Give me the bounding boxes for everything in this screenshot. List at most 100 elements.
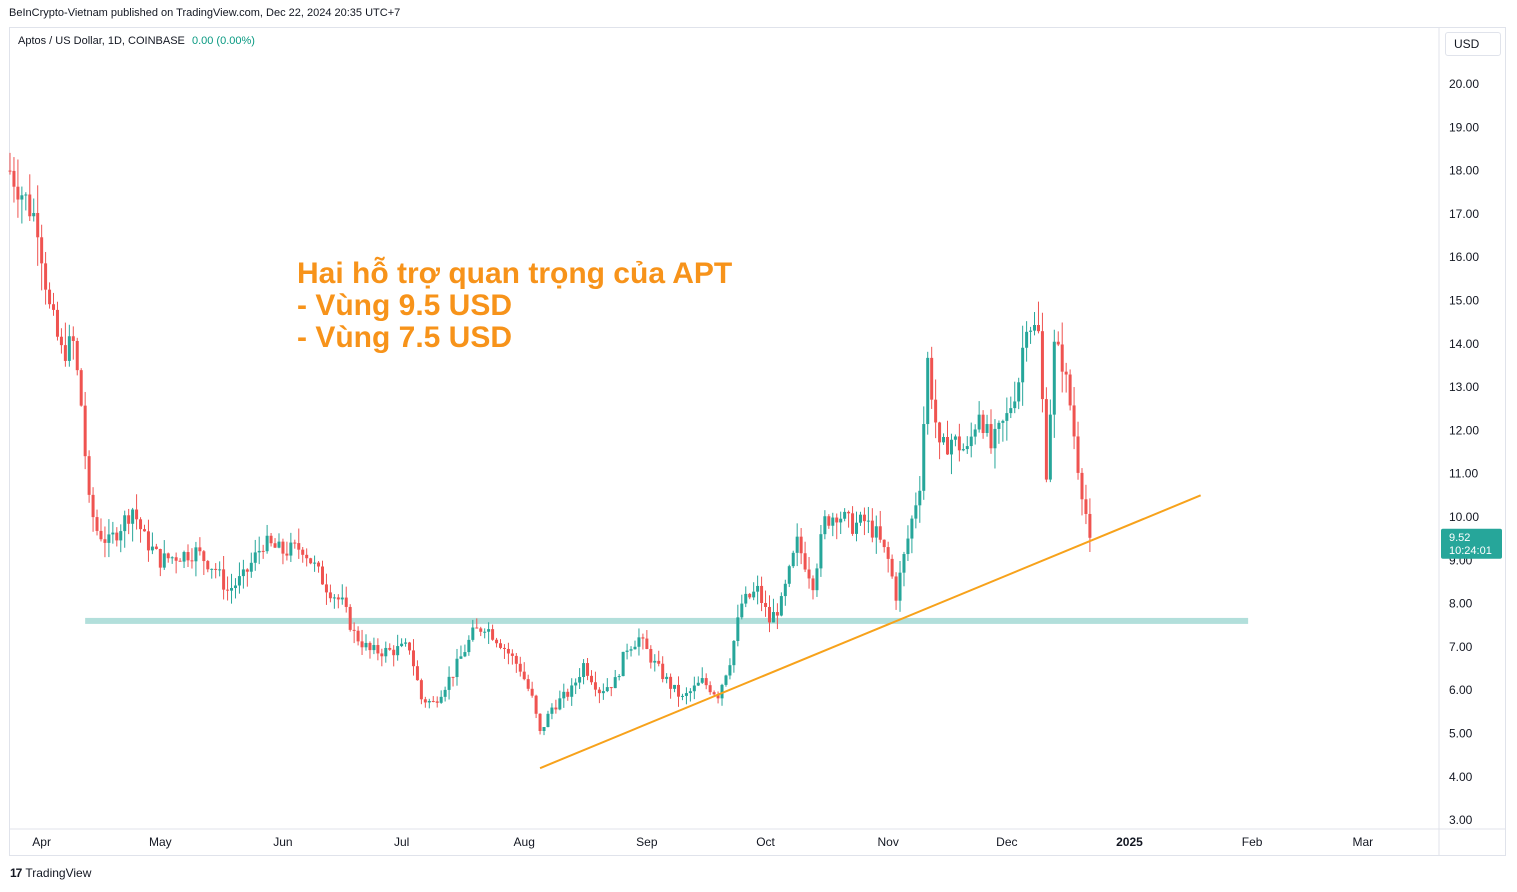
currency-button[interactable]: USD bbox=[1445, 32, 1501, 56]
candle bbox=[95, 509, 99, 536]
candle bbox=[261, 544, 265, 559]
candle bbox=[764, 590, 768, 617]
candle bbox=[965, 436, 969, 454]
x-tick-label: Jun bbox=[273, 835, 292, 849]
x-tick-label: Sep bbox=[636, 835, 658, 849]
candle bbox=[558, 690, 562, 711]
candle bbox=[688, 688, 692, 702]
candle bbox=[245, 568, 249, 587]
candle bbox=[942, 433, 946, 445]
candle bbox=[957, 423, 961, 462]
candle bbox=[281, 538, 285, 565]
candle bbox=[613, 669, 617, 689]
candle bbox=[783, 579, 787, 606]
candle bbox=[198, 537, 202, 556]
candle bbox=[977, 401, 981, 433]
candle bbox=[202, 550, 206, 576]
candle bbox=[1044, 387, 1048, 483]
y-tick-label: 19.00 bbox=[1449, 120, 1479, 134]
symbol-title: Aptos / US Dollar, 1D, COINBASE bbox=[18, 35, 185, 47]
support-trendline[interactable] bbox=[539, 494, 1202, 770]
support-zone bbox=[85, 617, 1249, 624]
candle bbox=[629, 646, 633, 657]
candle bbox=[815, 563, 819, 597]
candle bbox=[1088, 498, 1092, 552]
y-tick-label: 8.00 bbox=[1449, 597, 1473, 611]
candle bbox=[922, 406, 926, 500]
candle bbox=[115, 527, 119, 547]
candle bbox=[293, 539, 297, 549]
candle bbox=[52, 292, 56, 316]
candle bbox=[728, 658, 732, 680]
candle bbox=[771, 598, 775, 623]
candle bbox=[142, 524, 146, 532]
candle bbox=[712, 690, 716, 696]
candle bbox=[1009, 396, 1013, 419]
candle bbox=[605, 678, 609, 693]
candle bbox=[1060, 322, 1064, 393]
candle bbox=[795, 523, 799, 567]
candle bbox=[744, 586, 748, 608]
candle bbox=[997, 420, 1001, 444]
candle bbox=[870, 508, 874, 543]
candle bbox=[1072, 387, 1076, 450]
annotation-line: Hai hỗ trợ quan trọng của APT bbox=[297, 256, 732, 290]
candle bbox=[665, 673, 669, 684]
candle bbox=[491, 624, 495, 641]
candle bbox=[32, 198, 36, 222]
candle bbox=[890, 554, 894, 579]
y-tick-label: 15.00 bbox=[1449, 294, 1479, 308]
candle bbox=[827, 514, 831, 529]
candle bbox=[8, 152, 12, 175]
y-tick-label: 18.00 bbox=[1449, 164, 1479, 178]
candle bbox=[878, 510, 882, 543]
x-tick-label: Mar bbox=[1353, 835, 1374, 849]
candle bbox=[589, 670, 593, 685]
candle bbox=[649, 645, 653, 669]
candle bbox=[732, 640, 736, 673]
candle bbox=[139, 517, 143, 543]
candle bbox=[459, 645, 463, 659]
candle bbox=[894, 572, 898, 610]
candle bbox=[1040, 312, 1044, 413]
candle bbox=[431, 696, 435, 703]
candle bbox=[475, 618, 479, 629]
candle bbox=[317, 561, 321, 573]
candle bbox=[506, 642, 510, 665]
candle bbox=[186, 544, 190, 568]
x-tick-label: Nov bbox=[877, 835, 898, 849]
candle bbox=[538, 713, 542, 735]
candle bbox=[48, 282, 52, 309]
candle bbox=[285, 541, 289, 561]
tradingview-logo[interactable]: 17 TradingView bbox=[10, 866, 91, 880]
candle bbox=[641, 633, 645, 650]
candle bbox=[253, 539, 257, 571]
candle bbox=[546, 710, 550, 728]
candle bbox=[704, 673, 708, 690]
candle bbox=[787, 564, 791, 588]
candle bbox=[67, 324, 71, 367]
candle bbox=[119, 524, 123, 553]
candle bbox=[111, 521, 115, 544]
candle bbox=[435, 696, 439, 708]
candle bbox=[522, 662, 526, 681]
candle bbox=[949, 433, 953, 475]
candle bbox=[408, 641, 412, 655]
candle bbox=[938, 421, 942, 460]
candle bbox=[716, 691, 720, 704]
y-tick-label: 3.00 bbox=[1449, 813, 1473, 827]
candle bbox=[483, 628, 487, 639]
candle bbox=[1080, 468, 1084, 516]
candle bbox=[83, 391, 87, 470]
candle bbox=[1076, 421, 1080, 480]
candle bbox=[340, 584, 344, 605]
candle bbox=[396, 634, 400, 661]
candle bbox=[858, 511, 862, 526]
x-tick-label: Oct bbox=[756, 835, 775, 849]
candle bbox=[779, 592, 783, 617]
candle bbox=[807, 557, 811, 589]
candle bbox=[562, 683, 566, 708]
candle bbox=[542, 727, 546, 736]
candle bbox=[1068, 369, 1072, 411]
